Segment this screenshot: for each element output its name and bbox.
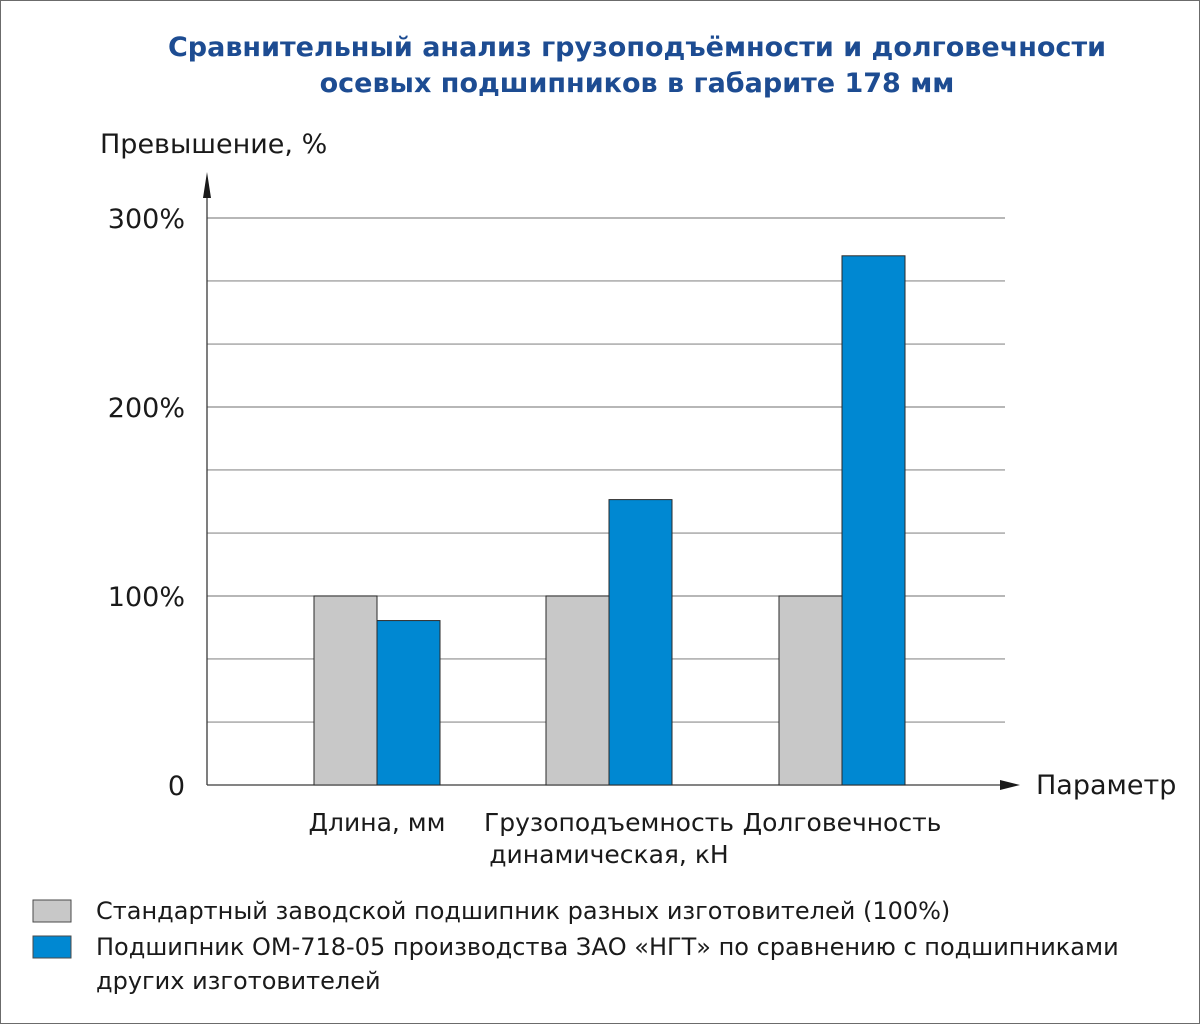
y-tick-label: 100% [108,582,185,613]
chart-title: Сравнительный анализ грузоподъёмности и … [168,32,1106,63]
x-tick-label: динамическая, кН [489,840,728,869]
y-tick-label: 200% [108,393,185,424]
x-tick-label: Долговечность [743,808,942,837]
bar [608,499,673,786]
bar [313,595,378,786]
legend-label: других изготовителей [96,967,381,995]
y-axis-label: Превышение, % [100,129,327,160]
bar [545,595,610,786]
legend-label: Подшипник ОМ-718-05 производства ЗАО «НГ… [96,933,1119,961]
x-tick-label: Длина, мм [308,808,445,837]
bar [376,620,441,786]
y-tick-label: 0 [168,771,185,802]
y-tick-label: 300% [108,204,185,235]
x-axis-label: Параметр [1036,770,1176,801]
bar [778,595,843,786]
chart-title: осевых подшипников в габарите 178 мм [320,68,955,99]
legend-swatch [32,899,72,923]
bar [841,255,906,786]
legend-label: Стандартный заводской подшипник разных и… [96,897,950,925]
y-axis-arrow [203,172,211,198]
legend-swatch [32,935,72,959]
x-tick-label: Грузоподъемность [484,808,734,837]
x-axis-arrow [1000,780,1020,790]
